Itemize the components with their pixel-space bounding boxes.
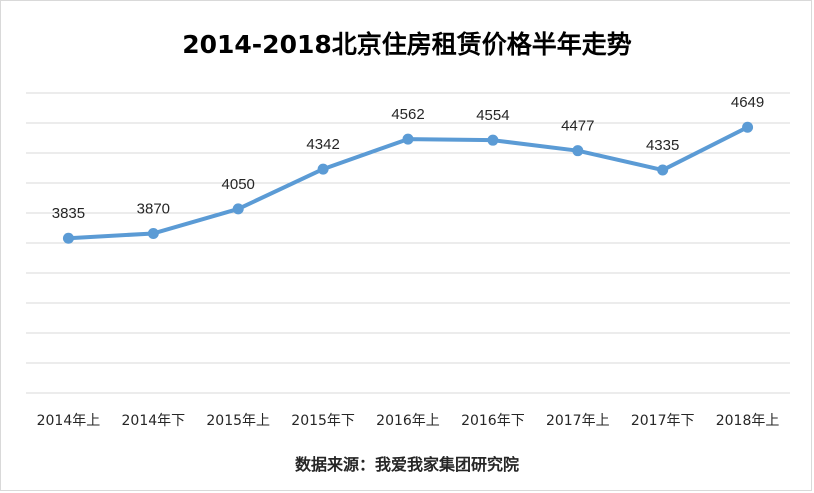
x-tick-label: 2017年下: [631, 413, 695, 429]
series-layer: [62, 121, 754, 244]
x-axis: 2014年上 2014年下 2015年上 2015年下 2016年上 2016年下 2017…: [37, 413, 780, 429]
x-tick-label: 2017年上: [546, 413, 610, 429]
data-point: [487, 134, 499, 146]
data-label: 3835: [52, 205, 85, 222]
data-label: 4342: [306, 136, 339, 153]
data-point: [147, 227, 159, 239]
data-point: [657, 164, 669, 176]
data-point: [317, 163, 329, 175]
data-label: 4554: [476, 107, 509, 124]
data-label: 3870: [137, 200, 170, 217]
gridlines: [26, 92, 790, 394]
data-label: 4477: [561, 118, 594, 135]
x-tick-label: 2014年下: [122, 413, 186, 429]
data-point: [62, 232, 74, 244]
data-point: [742, 121, 754, 133]
data-label: 4335: [646, 137, 679, 154]
x-tick-label: 2015年下: [291, 413, 355, 429]
x-tick-label: 2015年上: [206, 413, 270, 429]
chart-title: 2014-2018北京住房租赁价格半年走势: [182, 30, 632, 59]
data-label: 4649: [731, 94, 764, 111]
source-note: 数据来源：我爱我家集团研究院: [295, 455, 519, 474]
data-label: 4050: [222, 176, 255, 193]
x-tick-label: 2016年下: [461, 413, 525, 429]
x-tick-label: 2018年上: [716, 413, 780, 429]
data-point: [572, 145, 584, 157]
data-point: [402, 133, 414, 145]
x-tick-label: 2014年上: [37, 413, 101, 429]
data-point: [232, 203, 244, 215]
data-labels: 3835 3870 4050 4342 4562 4554 4477 4335 4649: [52, 94, 764, 222]
data-label: 4562: [391, 106, 424, 123]
x-tick-label: 2016年上: [376, 413, 440, 429]
